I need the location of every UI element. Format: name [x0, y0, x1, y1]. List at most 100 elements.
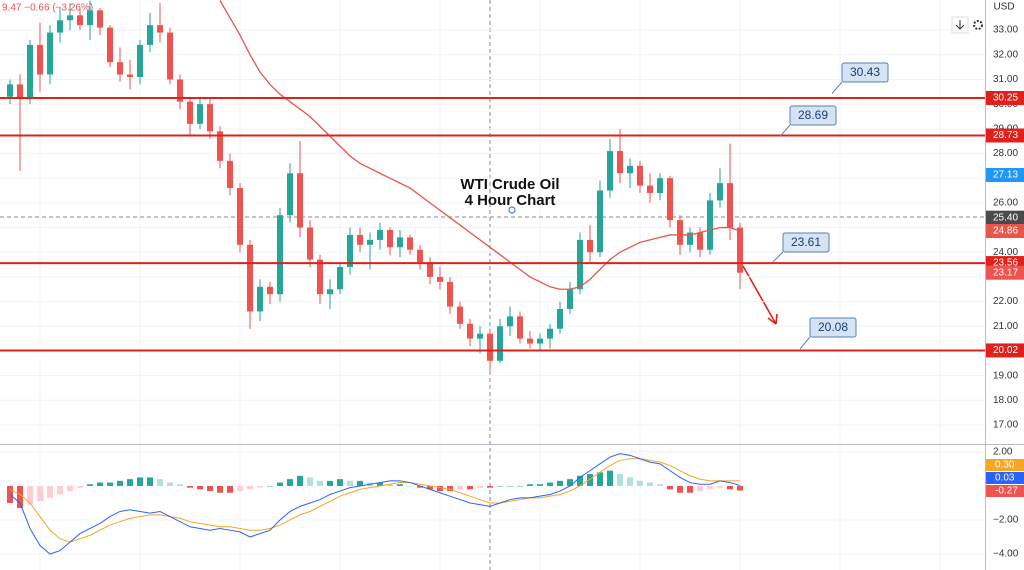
histogram-bar	[727, 485, 733, 490]
callout-label: 30.43	[850, 65, 880, 79]
histogram-bar	[177, 484, 183, 486]
histogram-bar	[697, 485, 703, 492]
histogram-bar	[47, 485, 53, 498]
candle-body	[7, 84, 13, 97]
candle-body	[557, 308, 563, 329]
histogram-bar	[277, 482, 283, 486]
scale-down-button[interactable]	[951, 16, 969, 34]
histogram-bar	[87, 484, 93, 486]
price-marker	[986, 167, 1024, 182]
histogram-bar	[317, 480, 323, 486]
y-tick-label: 31.00	[993, 74, 1018, 85]
histogram-bar	[417, 485, 423, 488]
histogram-bar	[127, 479, 133, 486]
candle-body	[507, 316, 513, 327]
histogram-bar	[467, 485, 473, 490]
candle-body	[477, 333, 483, 339]
candle-body	[567, 289, 573, 309]
histogram-bar	[607, 470, 613, 486]
histogram-bar	[307, 477, 313, 486]
callout-box	[841, 62, 889, 83]
candle-body	[407, 237, 413, 250]
histogram-bar	[327, 480, 333, 486]
histogram-bar	[537, 484, 543, 486]
currency: USD	[993, 2, 1014, 13]
histogram-bar	[427, 485, 433, 490]
y-tick-label: 28.00	[993, 148, 1018, 159]
candle-body	[657, 178, 663, 193]
gear-icon[interactable]	[973, 20, 983, 30]
candle-body	[167, 32, 173, 80]
histogram-bar	[67, 485, 73, 492]
histogram-bar	[687, 485, 693, 493]
trend-arrow	[742, 265, 778, 325]
y-tick-label: 32.00	[993, 49, 1018, 60]
y-tick-label: 22.00	[993, 296, 1018, 307]
histogram-bar	[117, 480, 123, 486]
y-tick-label: 2.00	[993, 447, 1013, 458]
candle-body	[727, 183, 733, 228]
candle-body	[527, 338, 533, 344]
histogram-bar	[657, 484, 663, 486]
callout-label: 20.08	[818, 320, 848, 334]
histogram-bar	[247, 485, 253, 490]
histogram-bar	[547, 482, 553, 486]
candle-body	[707, 200, 713, 250]
candle-body	[667, 178, 673, 221]
candle-body	[297, 173, 303, 228]
candle-body	[197, 104, 203, 124]
histogram-bar	[237, 485, 243, 492]
histogram-bar	[587, 474, 593, 486]
histogram-bar	[337, 479, 343, 486]
candle-body	[397, 237, 403, 248]
settings-button[interactable]	[973, 20, 983, 30]
arrow-icon	[955, 20, 965, 30]
candle-body	[457, 306, 463, 324]
candle-body	[187, 101, 193, 124]
histogram-bar	[287, 479, 293, 486]
value-marker	[986, 472, 1024, 484]
price-marker	[986, 343, 1024, 358]
candle-body	[497, 326, 503, 361]
histogram-bar	[267, 485, 273, 487]
candle-body	[247, 244, 253, 312]
candle-body	[87, 10, 93, 26]
histogram-bar	[577, 475, 583, 486]
y-tick-label: −2.00	[993, 515, 1019, 526]
price-marker-label: 30.25	[993, 93, 1018, 104]
value-marker	[986, 459, 1024, 471]
histogram-bar	[257, 485, 263, 488]
callout-label: 23.61	[791, 235, 821, 249]
histogram-bar	[167, 482, 173, 486]
candle-body	[67, 15, 73, 21]
callout-leader	[799, 336, 811, 350]
candle-body	[437, 276, 443, 282]
histogram-bar	[677, 485, 683, 493]
callout-label: 28.69	[798, 108, 828, 122]
candle-body	[597, 190, 603, 253]
candle-body	[547, 328, 553, 339]
price-marker-label: 23.56	[993, 258, 1018, 269]
y-tick-label: 33.00	[993, 25, 1018, 36]
histogram-bar	[507, 485, 513, 487]
histogram-bar	[97, 482, 103, 486]
histogram-bar	[407, 485, 413, 487]
price-marker-label: 24.86	[993, 226, 1018, 237]
moving-average	[219, 0, 741, 290]
price-marker-label: 25.40	[993, 212, 1018, 223]
histogram-bar	[447, 485, 453, 492]
histogram-bar	[457, 485, 463, 490]
candle-body	[287, 173, 293, 216]
chart-title: WTI Crude Oil	[460, 176, 559, 193]
y-tick-label: 19.00	[993, 370, 1018, 381]
callout-box	[809, 317, 857, 338]
price-marker	[986, 90, 1024, 105]
callout-box	[782, 232, 830, 253]
histogram-bar	[17, 485, 23, 509]
histogram-bar	[667, 485, 673, 490]
candle-body	[377, 230, 383, 240]
value-marker-label: 0.03	[995, 473, 1015, 484]
candle-body	[467, 323, 473, 339]
value-marker-label: -0.27	[995, 486, 1018, 497]
